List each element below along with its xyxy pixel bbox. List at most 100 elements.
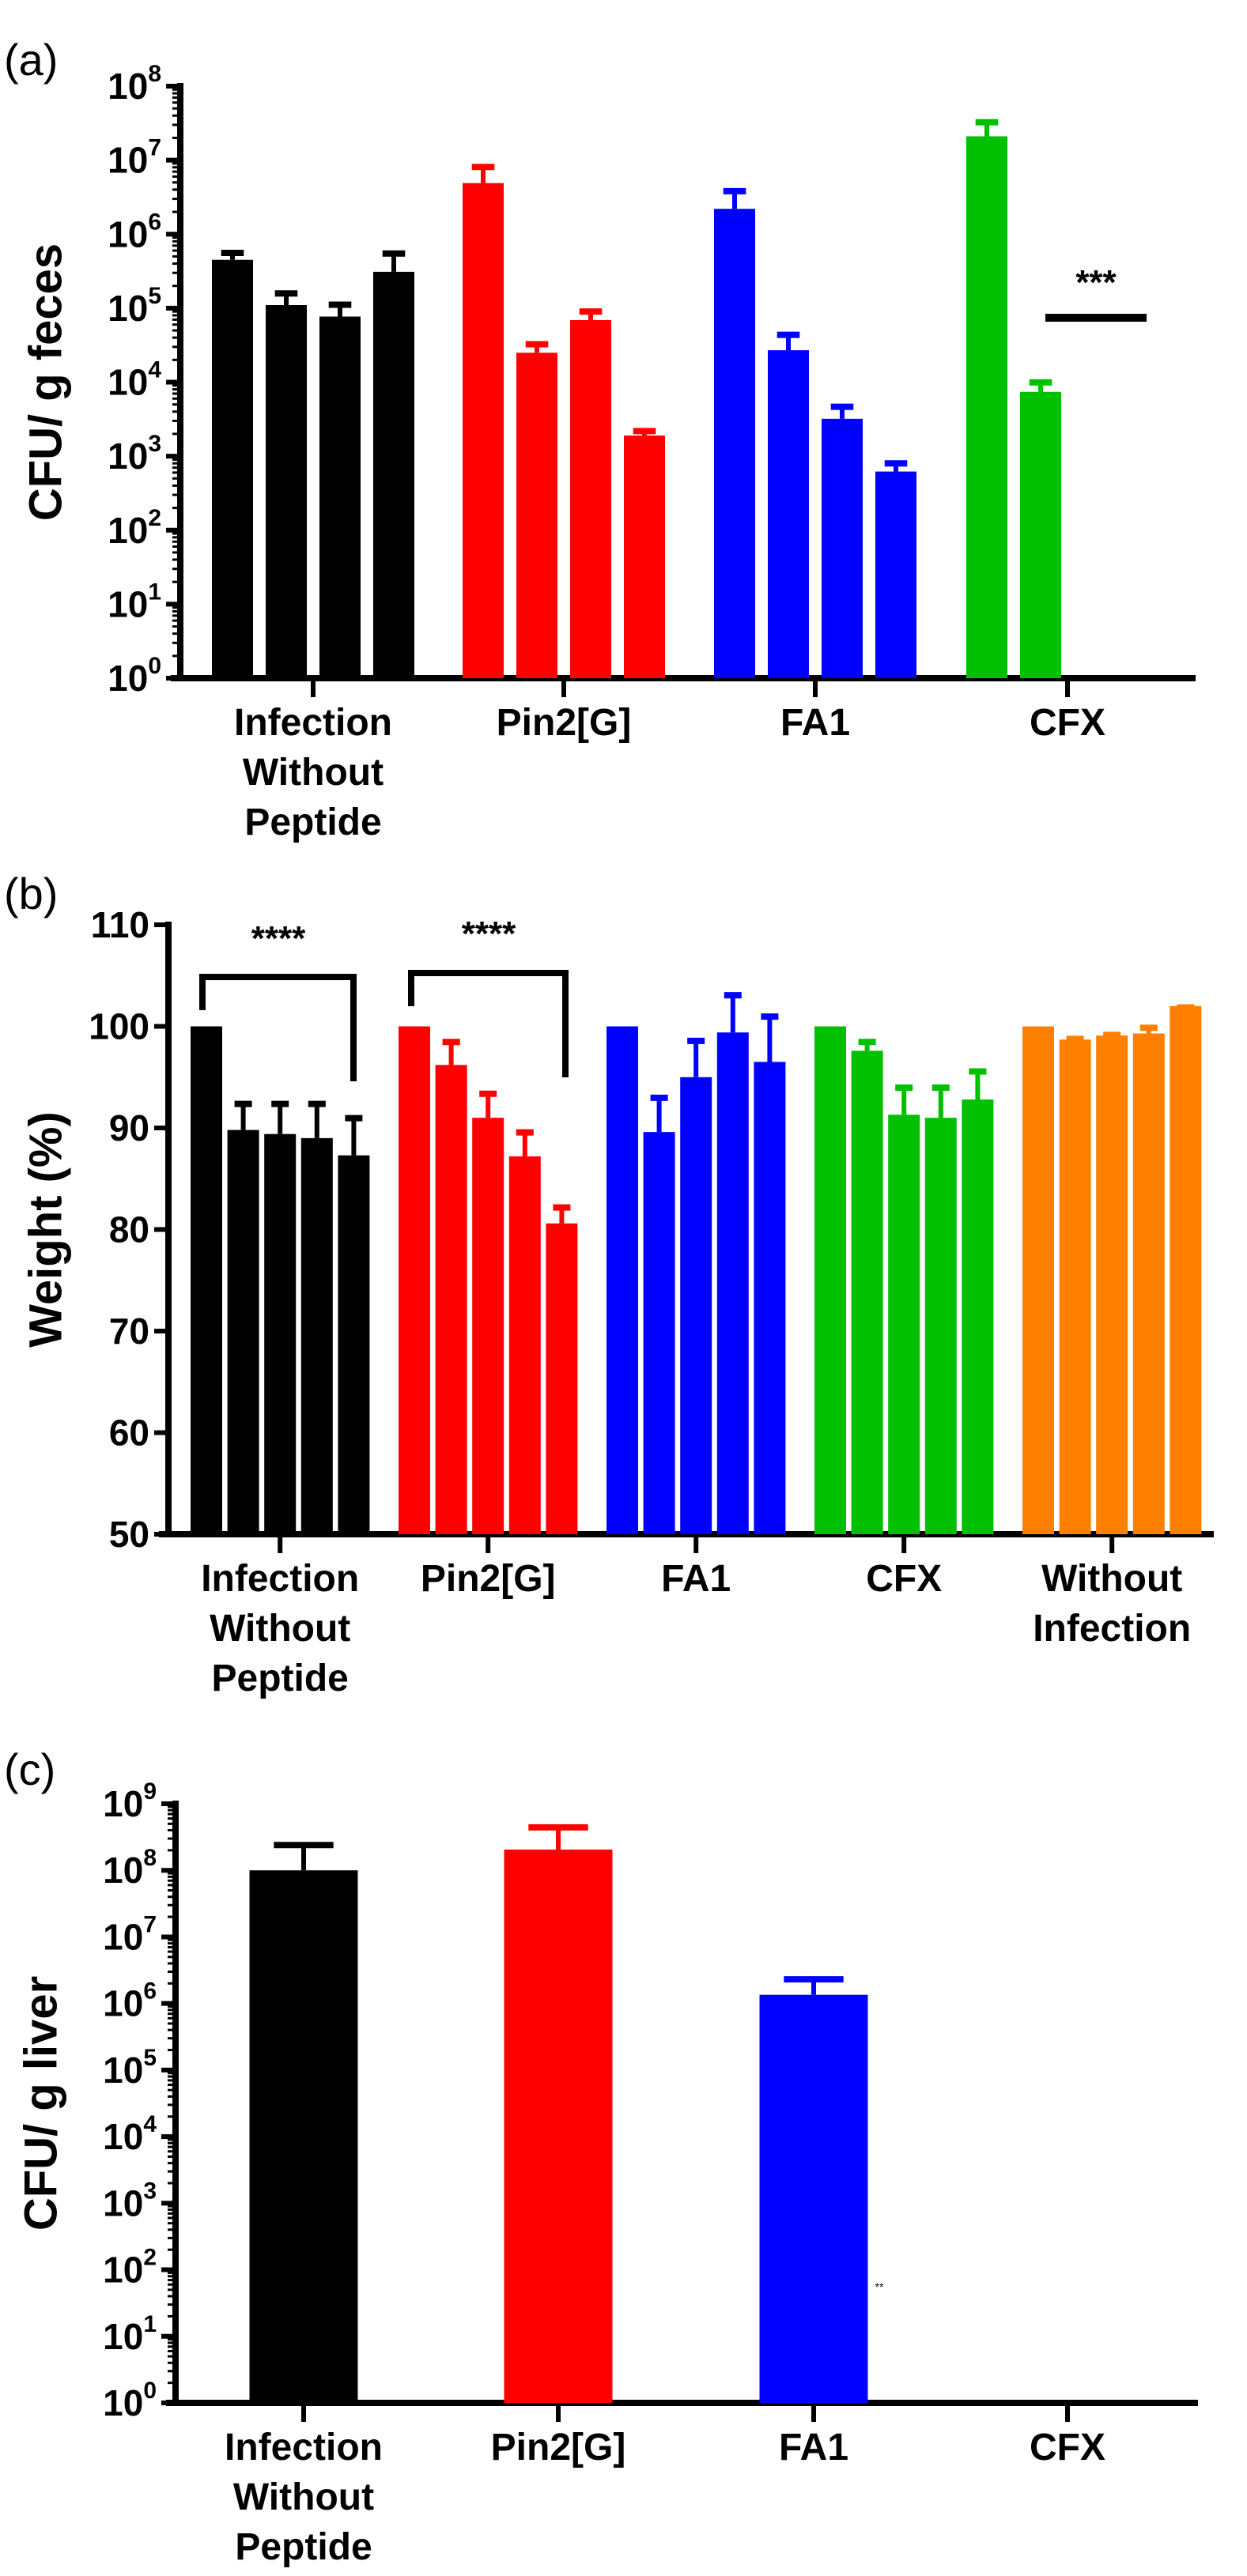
y-tick-base: 10 [108, 658, 148, 699]
bar [888, 1115, 920, 1534]
significance-label: ** [875, 2280, 884, 2293]
bar-group [606, 992, 786, 1534]
significance-label: **** [462, 915, 516, 953]
x-tick-label: Pin2[G] [421, 1558, 556, 1600]
y-tick-exponent: 0 [143, 2378, 157, 2404]
y-tick-label: 100 [89, 1006, 149, 1047]
bar [472, 1118, 504, 1534]
bar [606, 1026, 638, 1534]
bar [212, 259, 253, 678]
y-tick-base: 10 [103, 2050, 143, 2091]
bar-group [249, 1842, 358, 2403]
y-tick-base: 10 [108, 140, 148, 181]
y-tick-label: 108 [108, 61, 161, 107]
bar [680, 1077, 712, 1534]
y-tick-label: 107 [108, 135, 161, 181]
y-axis-title: CFU/ g feces [21, 243, 72, 521]
y-tick-exponent: 1 [148, 579, 161, 605]
y-tick-base: 10 [103, 2250, 143, 2291]
x-tick-label: Pin2[G] [491, 2427, 626, 2469]
y-tick-base: 10 [108, 213, 148, 255]
bar [1059, 1039, 1091, 1534]
significance-label: **** [251, 919, 306, 958]
y-tick-base: 10 [103, 2382, 143, 2423]
bar [875, 471, 916, 678]
y-tick-base: 10 [103, 1916, 143, 1957]
bar [338, 1155, 370, 1534]
y-axis-title: Weight (%) [21, 1111, 72, 1348]
y-tick-base: 10 [108, 362, 148, 403]
bar [624, 436, 665, 678]
y-tick-label: 101 [108, 579, 161, 624]
bar [1132, 1033, 1165, 1534]
x-tick-label: Without [243, 752, 384, 794]
bar [266, 304, 307, 678]
significance-bracket [199, 974, 357, 1081]
bar [716, 1032, 749, 1534]
x-tick-label: Pin2[G] [497, 702, 632, 744]
x-tick-label: FA1 [661, 1558, 731, 1600]
y-tick-label: 105 [103, 2045, 157, 2091]
bar [1022, 1026, 1054, 1534]
bar [191, 1026, 222, 1534]
y-tick-label: 103 [108, 431, 161, 477]
y-tick-exponent: 6 [143, 1978, 157, 2005]
y-tick-label: 104 [103, 2111, 157, 2157]
y-tick-base: 10 [108, 436, 148, 477]
bar [851, 1050, 883, 1534]
y-tick-label: 60 [109, 1412, 149, 1454]
x-tick-label: FA1 [780, 702, 850, 744]
y-tick-exponent: 1 [143, 2311, 157, 2337]
y-tick-label: 80 [109, 1209, 149, 1250]
y-tick-label: 100 [108, 653, 161, 699]
y-tick-label: 104 [108, 357, 161, 403]
x-tick-label: CFX [1030, 702, 1105, 744]
y-tick-label: 110 [91, 904, 149, 945]
y-tick-label: 106 [108, 209, 161, 255]
bar [227, 1130, 259, 1534]
bar [966, 136, 1007, 678]
y-tick-label: 102 [103, 2245, 157, 2291]
bar [962, 1099, 994, 1534]
y-tick-label: 106 [103, 1978, 157, 2024]
y-tick-exponent: 7 [143, 1911, 157, 1937]
bar [508, 1156, 541, 1534]
y-tick-base: 10 [103, 2182, 143, 2223]
x-tick-label: Without [233, 2476, 374, 2518]
x-tick-label: FA1 [779, 2427, 848, 2469]
y-tick-base: 10 [108, 288, 148, 329]
bar [435, 1065, 467, 1534]
bar [319, 316, 361, 678]
bar [814, 1026, 846, 1534]
bar [1096, 1035, 1128, 1534]
y-tick-label: 90 [109, 1107, 149, 1148]
y-tick-label: 100 [103, 2378, 157, 2423]
y-tick-label: 107 [103, 1911, 157, 1957]
x-tick-label: Infection [234, 702, 392, 744]
y-tick-exponent: 6 [148, 209, 161, 235]
y-tick-base: 10 [108, 66, 148, 107]
y-tick-exponent: 5 [143, 2045, 157, 2071]
bar-group [504, 1824, 613, 2403]
significance-label: *** [1075, 263, 1117, 302]
bar [373, 271, 414, 679]
bar [546, 1223, 578, 1534]
bar [516, 353, 557, 678]
bar-group [814, 1026, 994, 1534]
bar-group [212, 250, 414, 679]
bar [924, 1118, 957, 1534]
bar [822, 418, 863, 678]
bar [463, 183, 504, 679]
y-tick-label: 109 [103, 1778, 157, 1824]
y-tick-exponent: 0 [148, 653, 161, 679]
panel-label: (a) [4, 35, 58, 85]
bar-group [759, 1976, 868, 2403]
y-tick-label: 102 [108, 505, 161, 551]
y-tick-exponent: 3 [148, 431, 161, 457]
significance-bracket [408, 970, 569, 1077]
y-tick-exponent: 8 [143, 1845, 157, 1871]
y-tick-label: 70 [109, 1311, 149, 1352]
x-tick-label: CFX [866, 1558, 942, 1600]
bar [759, 1994, 868, 2403]
